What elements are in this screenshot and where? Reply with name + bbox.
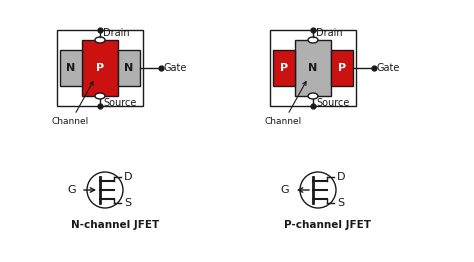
Text: D: D xyxy=(337,172,346,182)
Text: Drain: Drain xyxy=(103,28,129,38)
Text: Source: Source xyxy=(316,98,349,108)
Bar xyxy=(273,50,295,86)
Text: P: P xyxy=(338,63,346,73)
Text: P: P xyxy=(280,63,288,73)
Text: D: D xyxy=(124,172,133,182)
Bar xyxy=(60,50,82,86)
Bar xyxy=(270,30,356,106)
Bar xyxy=(295,40,331,96)
Text: G: G xyxy=(67,185,76,195)
Text: P: P xyxy=(96,63,104,73)
Text: S: S xyxy=(124,198,131,208)
Text: Drain: Drain xyxy=(316,28,343,38)
Text: Source: Source xyxy=(103,98,137,108)
Text: N: N xyxy=(66,63,76,73)
Text: P-channel JFET: P-channel JFET xyxy=(284,220,372,230)
Text: Gate: Gate xyxy=(377,63,401,73)
Bar xyxy=(82,40,118,96)
Text: N: N xyxy=(309,63,318,73)
Ellipse shape xyxy=(95,93,105,99)
Bar xyxy=(118,50,140,86)
Text: N: N xyxy=(124,63,134,73)
Text: Gate: Gate xyxy=(164,63,187,73)
Ellipse shape xyxy=(308,93,318,99)
Ellipse shape xyxy=(95,37,105,43)
Text: N-channel JFET: N-channel JFET xyxy=(71,220,159,230)
Text: Channel: Channel xyxy=(52,81,93,127)
Text: Channel: Channel xyxy=(265,81,306,127)
Bar xyxy=(331,50,353,86)
Text: S: S xyxy=(337,198,344,208)
Ellipse shape xyxy=(308,37,318,43)
Text: G: G xyxy=(281,185,289,195)
Bar xyxy=(57,30,143,106)
